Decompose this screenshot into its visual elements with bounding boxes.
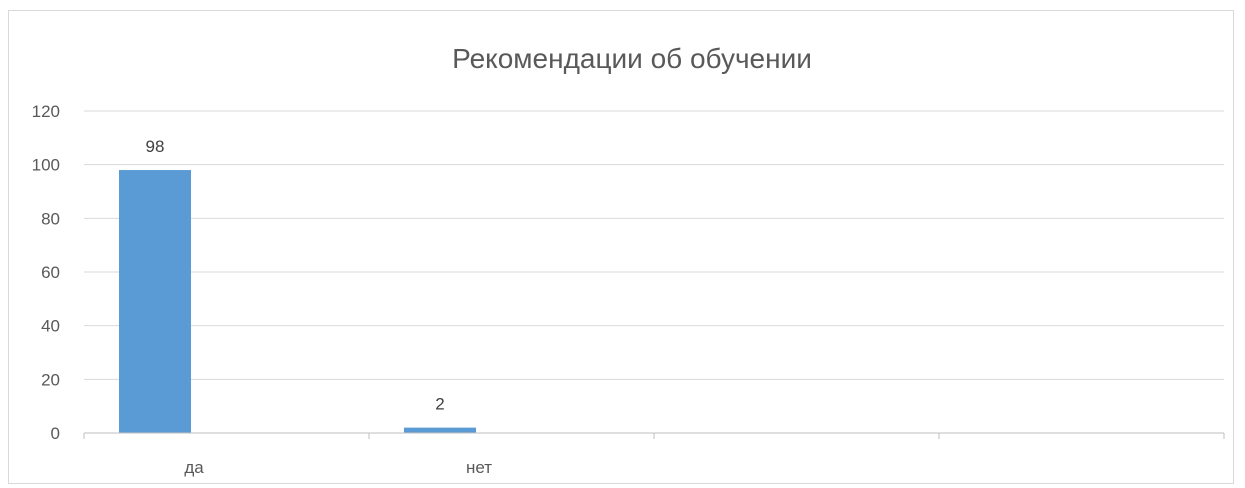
x-tick-label: да: [184, 458, 204, 477]
data-label: 98: [146, 137, 165, 156]
y-tick-label: 0: [51, 424, 60, 443]
gridlines: [84, 110, 1224, 380]
y-axis-tick-labels: 0 20 40 60 80 100 120: [32, 102, 60, 443]
bars: [119, 170, 476, 434]
x-axis-tick-labels: да нет: [184, 458, 492, 477]
y-tick-label: 60: [41, 263, 60, 282]
chart-title: Рекомендации об обучении: [452, 43, 812, 74]
data-labels: 98 2: [146, 137, 445, 414]
bar: [119, 170, 191, 434]
y-tick-label: 100: [32, 156, 60, 175]
data-label: 2: [435, 395, 444, 414]
y-tick-label: 20: [41, 370, 60, 389]
bar: [404, 427, 476, 433]
x-axis: [83, 432, 1225, 439]
y-tick-label: 120: [32, 102, 60, 121]
x-tick-label: нет: [466, 458, 492, 477]
y-tick-label: 40: [41, 317, 60, 336]
y-tick-label: 80: [41, 209, 60, 228]
chart-frame: [8, 10, 1234, 484]
